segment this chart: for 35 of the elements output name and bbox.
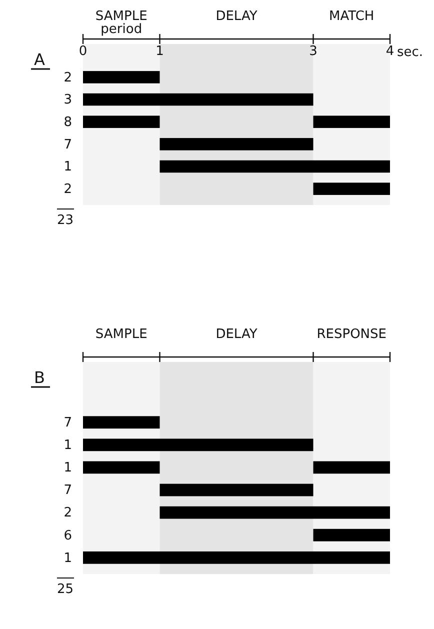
text: 25 xyxy=(57,582,74,597)
y-tick-label: 2 xyxy=(64,506,72,521)
bar xyxy=(313,116,390,128)
y-tick-label: 1 xyxy=(64,460,72,476)
y-tick-label: 7 xyxy=(64,483,72,498)
chart-title: B xyxy=(34,368,45,387)
band-label: DELAY xyxy=(216,327,258,342)
y-tick-label: 3 xyxy=(64,92,72,108)
band-label: SAMPLE period xyxy=(95,9,148,37)
text: 23 xyxy=(57,213,74,228)
band-label: DELAY xyxy=(216,9,258,24)
y-tick-label: 1 xyxy=(64,160,72,175)
bar xyxy=(83,116,160,128)
x-tick-label: 0 xyxy=(78,44,88,60)
x-tick-label: 3 xyxy=(309,44,318,60)
y-tick-label: 8 xyxy=(64,114,72,130)
y-tick-label: 6 xyxy=(64,528,72,544)
band-label: RESPONSE xyxy=(316,327,387,342)
bar xyxy=(83,71,160,84)
y-tick-label: 2 xyxy=(64,70,72,86)
bar xyxy=(313,182,390,195)
chart-title: A xyxy=(34,50,45,69)
y-tick-label: 1 xyxy=(64,438,72,454)
bar xyxy=(160,160,390,173)
band-label: MATCH xyxy=(329,9,374,24)
x-tick-label: 1 xyxy=(156,44,164,60)
bar xyxy=(160,138,314,150)
y-tick-label: 2 xyxy=(64,182,72,197)
x-axis-title: sec. xyxy=(397,45,424,60)
y-tick-label: 7 xyxy=(64,416,72,431)
y-tick-label: 1 xyxy=(64,550,72,566)
bar xyxy=(83,93,314,106)
y-tick-label: 7 xyxy=(64,137,72,152)
band-label: SAMPLE xyxy=(95,327,148,342)
x-tick-label: 4 xyxy=(386,44,394,60)
